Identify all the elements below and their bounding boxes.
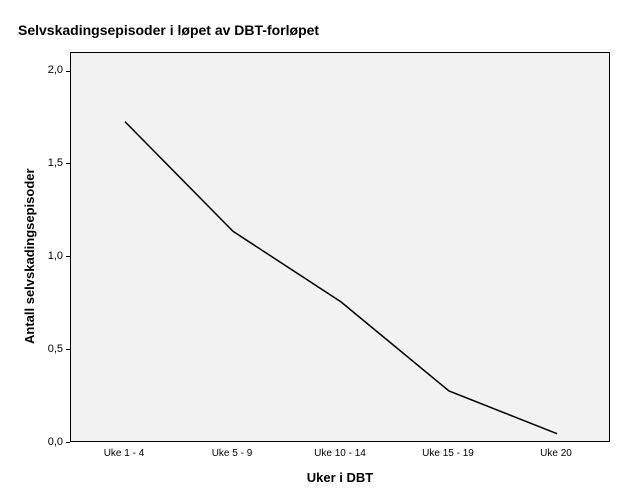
x-tick-label: Uke 15 - 19 <box>422 448 474 459</box>
y-tick-label: 1,5 <box>48 157 63 169</box>
plot-area <box>70 52 610 442</box>
x-tick-label: Uke 5 - 9 <box>212 448 253 459</box>
y-tick <box>66 71 70 72</box>
x-tick-label: Uke 20 <box>540 448 572 459</box>
y-tick-label: 2,0 <box>48 64 63 76</box>
chart-svg <box>71 53 611 443</box>
x-tick-label: Uke 1 - 4 <box>104 448 145 459</box>
y-axis-label: Antall selvskadingsepisoder <box>22 168 37 344</box>
y-tick <box>66 442 70 443</box>
chart-title: Selvskadingsepisoder i løpet av DBT-forl… <box>18 22 319 38</box>
y-tick <box>66 256 70 257</box>
chart-container: Selvskadingsepisoder i løpet av DBT-forl… <box>0 0 626 501</box>
series-line <box>125 122 557 434</box>
y-tick-label: 1,0 <box>48 250 63 262</box>
x-tick-label: Uke 10 - 14 <box>314 448 366 459</box>
y-tick-label: 0,0 <box>48 436 63 448</box>
y-tick <box>66 163 70 164</box>
y-tick <box>66 349 70 350</box>
x-axis-label: Uker i DBT <box>307 470 373 485</box>
y-tick-label: 0,5 <box>48 343 63 355</box>
